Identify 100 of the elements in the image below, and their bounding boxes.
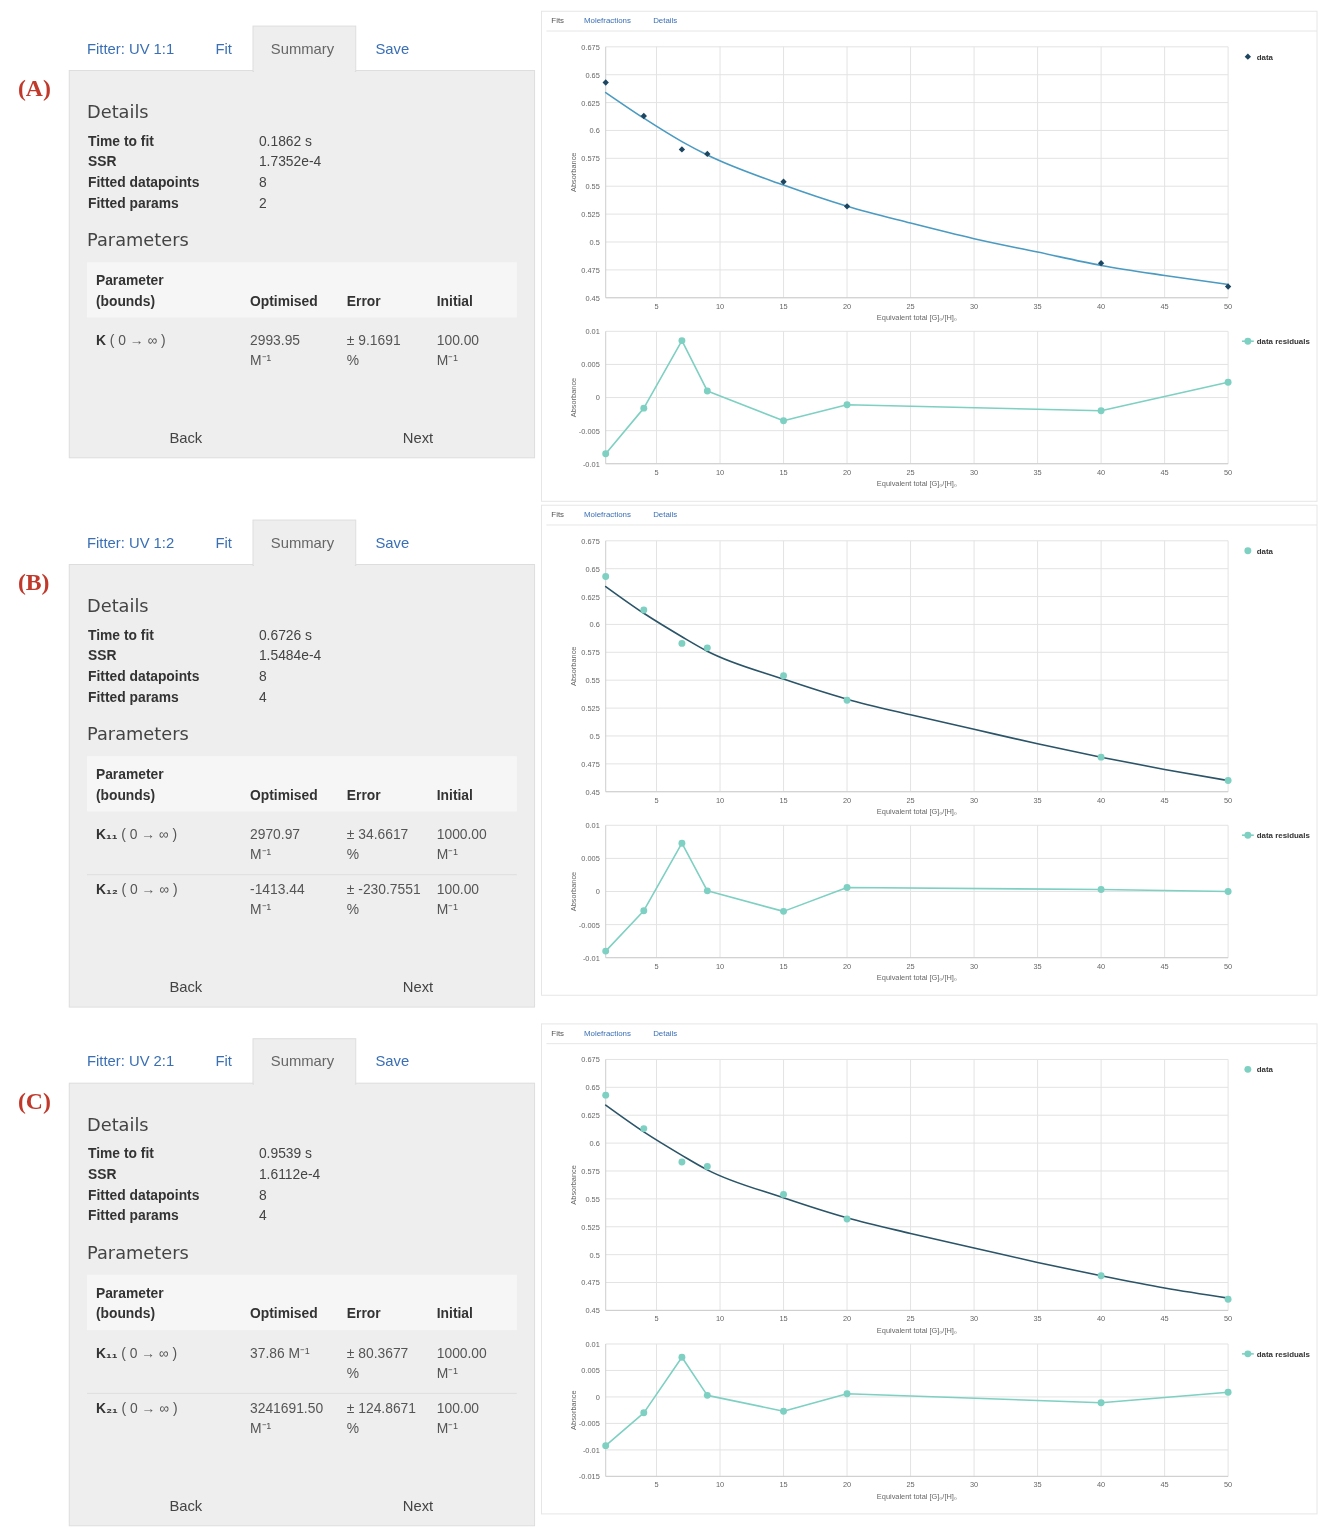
text: Time to fit <box>88 626 155 643</box>
text: ± 124.8671 % <box>346 1400 417 1436</box>
text: Parameter (bounds) <box>95 271 165 309</box>
point <box>843 884 851 891</box>
text: 0.6726 s <box>258 626 313 643</box>
text: Parameter (bounds) <box>95 765 165 803</box>
text: Summary <box>270 1053 335 1070</box>
text: Error <box>346 786 382 803</box>
text: Parameters <box>87 229 189 251</box>
point <box>780 417 787 425</box>
legend-label: data residuals <box>1256 831 1311 841</box>
text: Details <box>653 1028 678 1038</box>
text: 100.00 M⁻¹ <box>436 332 480 368</box>
point <box>843 696 851 704</box>
point <box>1097 260 1105 267</box>
point <box>703 387 711 395</box>
text: Details <box>653 510 678 520</box>
point <box>1097 1399 1105 1407</box>
text: Fits <box>551 1028 565 1038</box>
point <box>678 639 686 647</box>
text: Back <box>169 1497 203 1514</box>
legend-label: data <box>1256 52 1274 62</box>
text: K ( 0 → ∞ ) <box>95 332 166 349</box>
text: ± 9.1691 % <box>346 332 401 368</box>
text: Next <box>402 429 434 446</box>
point <box>780 1407 787 1415</box>
text: Molefractions <box>583 1028 631 1038</box>
text: SSR <box>88 153 117 170</box>
text: Save <box>375 1053 410 1070</box>
text: Summary <box>270 534 335 551</box>
point <box>640 1409 648 1417</box>
legend-label: data residuals <box>1256 337 1311 347</box>
text: K₁₁ ( 0 → ∞ ) <box>95 826 178 843</box>
text: Next <box>402 1497 434 1514</box>
text: ± 80.3677 % <box>346 1344 409 1381</box>
text: Fitter: UV 1:2 <box>87 534 175 551</box>
text: Optimised <box>250 786 318 803</box>
legend-label: data <box>1256 1065 1274 1075</box>
point <box>1224 1388 1232 1396</box>
text: 4 <box>258 688 267 705</box>
text: Time to fit <box>88 1145 155 1162</box>
text: Error <box>346 1305 382 1322</box>
point <box>1097 886 1105 893</box>
text: ± 34.6617 % <box>346 826 409 862</box>
point <box>602 1442 610 1450</box>
point <box>1224 378 1232 386</box>
text: Fitted datapoints <box>88 1186 200 1203</box>
text: 8 <box>258 1186 267 1203</box>
text: Initial <box>436 292 473 309</box>
text: (B) <box>17 569 50 596</box>
text: Details <box>87 1113 149 1135</box>
text: Fitted params <box>88 194 180 211</box>
text: 4 <box>258 1207 267 1224</box>
text: 8 <box>258 668 267 685</box>
text: Details <box>87 100 149 122</box>
point <box>843 1390 851 1398</box>
text: Molefractions <box>583 16 631 26</box>
point <box>703 1391 711 1399</box>
text: Molefractions <box>583 510 631 520</box>
text: SSR <box>88 1166 117 1182</box>
text: Error <box>346 292 382 309</box>
point <box>704 150 711 158</box>
text: SSR <box>88 647 117 664</box>
text: Save <box>375 534 410 551</box>
text: Details <box>87 594 149 616</box>
text: 100.00 M⁻¹ <box>436 881 480 918</box>
text: Fitter: UV 1:1 <box>87 40 175 57</box>
text: Optimised <box>250 1305 318 1322</box>
text: 1000.00 M⁻¹ <box>436 826 488 862</box>
text: 37.86 M⁻¹ <box>250 1344 311 1361</box>
text: 100.00 M⁻¹ <box>436 1400 480 1436</box>
text: Next <box>402 979 434 996</box>
text: 1000.00 M⁻¹ <box>436 1344 488 1381</box>
legend-label: data residuals <box>1256 1349 1311 1359</box>
point <box>843 401 851 409</box>
point <box>703 644 711 652</box>
text: Save <box>375 40 410 57</box>
text: 1.6112e-4 <box>258 1166 321 1182</box>
point <box>1097 1272 1105 1280</box>
text: Fitted datapoints <box>88 668 200 685</box>
text: 0.1862 s <box>258 132 313 149</box>
point <box>678 1158 686 1166</box>
point <box>640 606 648 614</box>
point <box>640 404 648 412</box>
text: Optimised <box>250 292 318 309</box>
point <box>1097 407 1105 415</box>
text: 3241691.50 M⁻¹ <box>250 1400 324 1436</box>
point <box>703 887 711 895</box>
text: Fitted params <box>88 1207 180 1224</box>
text: Back <box>169 429 203 446</box>
text: Fits <box>551 16 565 26</box>
text: K₁₁ ( 0 → ∞ ) <box>95 1344 178 1361</box>
text: Parameters <box>87 1242 189 1264</box>
point <box>843 203 851 210</box>
point <box>640 907 648 915</box>
legend-label: data <box>1256 546 1274 556</box>
point <box>780 178 787 185</box>
point <box>780 907 787 915</box>
point <box>602 573 610 580</box>
text: 0.9539 s <box>258 1145 313 1162</box>
